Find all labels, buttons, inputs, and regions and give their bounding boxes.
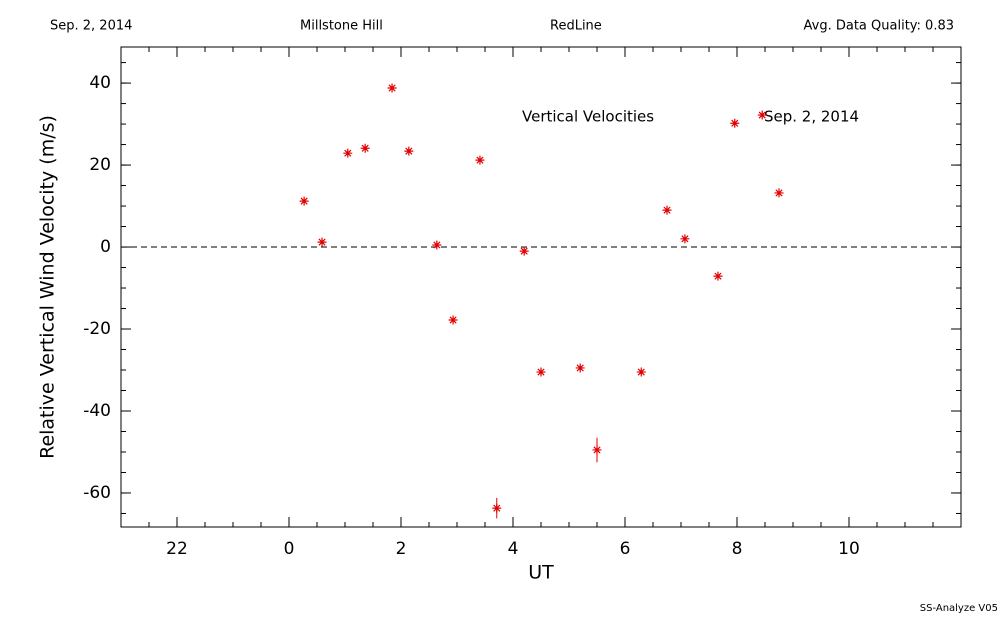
marker <box>360 143 370 153</box>
x-axis-label: UT <box>528 562 554 584</box>
y-tick-label: -40 <box>83 401 111 421</box>
marker <box>448 315 458 325</box>
x-tick-label: 6 <box>620 539 631 559</box>
x-tick-label: 22 <box>166 539 188 559</box>
marker <box>636 367 646 377</box>
x-tick-label: 2 <box>396 539 407 559</box>
marker <box>299 196 309 206</box>
y-tick-label: -20 <box>83 319 111 339</box>
marker <box>662 205 672 215</box>
marker <box>475 155 485 165</box>
marker <box>730 118 740 128</box>
x-tick-label: 10 <box>838 539 860 559</box>
marker <box>680 234 690 244</box>
x-tick-label: 8 <box>732 539 743 559</box>
footer: SS-Analyze V05 <box>920 603 998 614</box>
header-instrument: RedLine <box>550 19 602 34</box>
marker <box>343 148 353 158</box>
marker <box>519 246 529 256</box>
marker <box>404 146 414 156</box>
marker <box>757 110 767 120</box>
x-tick-label: 4 <box>508 539 519 559</box>
annotation: Vertical Velocities <box>522 108 654 126</box>
marker <box>592 445 602 455</box>
y-tick-label: 20 <box>89 155 111 175</box>
marker <box>387 83 397 93</box>
marker <box>432 240 442 250</box>
header-date: Sep. 2, 2014 <box>50 19 132 34</box>
x-tick-label: 0 <box>284 539 295 559</box>
marker <box>774 188 784 198</box>
y-axis-label: Relative Vertical Wind Velocity (m/s) <box>37 115 59 459</box>
marker <box>713 271 723 281</box>
y-tick-label: 40 <box>89 73 111 93</box>
marker <box>317 237 327 247</box>
header-quality: Avg. Data Quality: 0.83 <box>804 19 954 34</box>
marker <box>492 503 502 513</box>
marker <box>575 363 585 373</box>
y-tick-label: -60 <box>83 483 111 503</box>
y-tick-label: 0 <box>100 237 111 257</box>
header-site: Millstone Hill <box>300 19 383 34</box>
marker <box>536 367 546 377</box>
annotation: Sep. 2, 2014 <box>764 108 859 126</box>
